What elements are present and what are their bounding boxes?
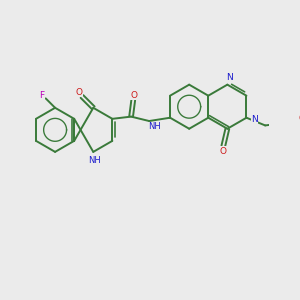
- Text: F: F: [39, 91, 44, 100]
- Text: O: O: [219, 147, 226, 156]
- Text: O: O: [298, 114, 300, 123]
- Text: NH: NH: [148, 122, 160, 131]
- Text: N: N: [226, 74, 233, 82]
- Text: N: N: [251, 115, 258, 124]
- Text: O: O: [130, 91, 137, 100]
- Text: NH: NH: [88, 156, 101, 165]
- Text: O: O: [75, 88, 82, 97]
